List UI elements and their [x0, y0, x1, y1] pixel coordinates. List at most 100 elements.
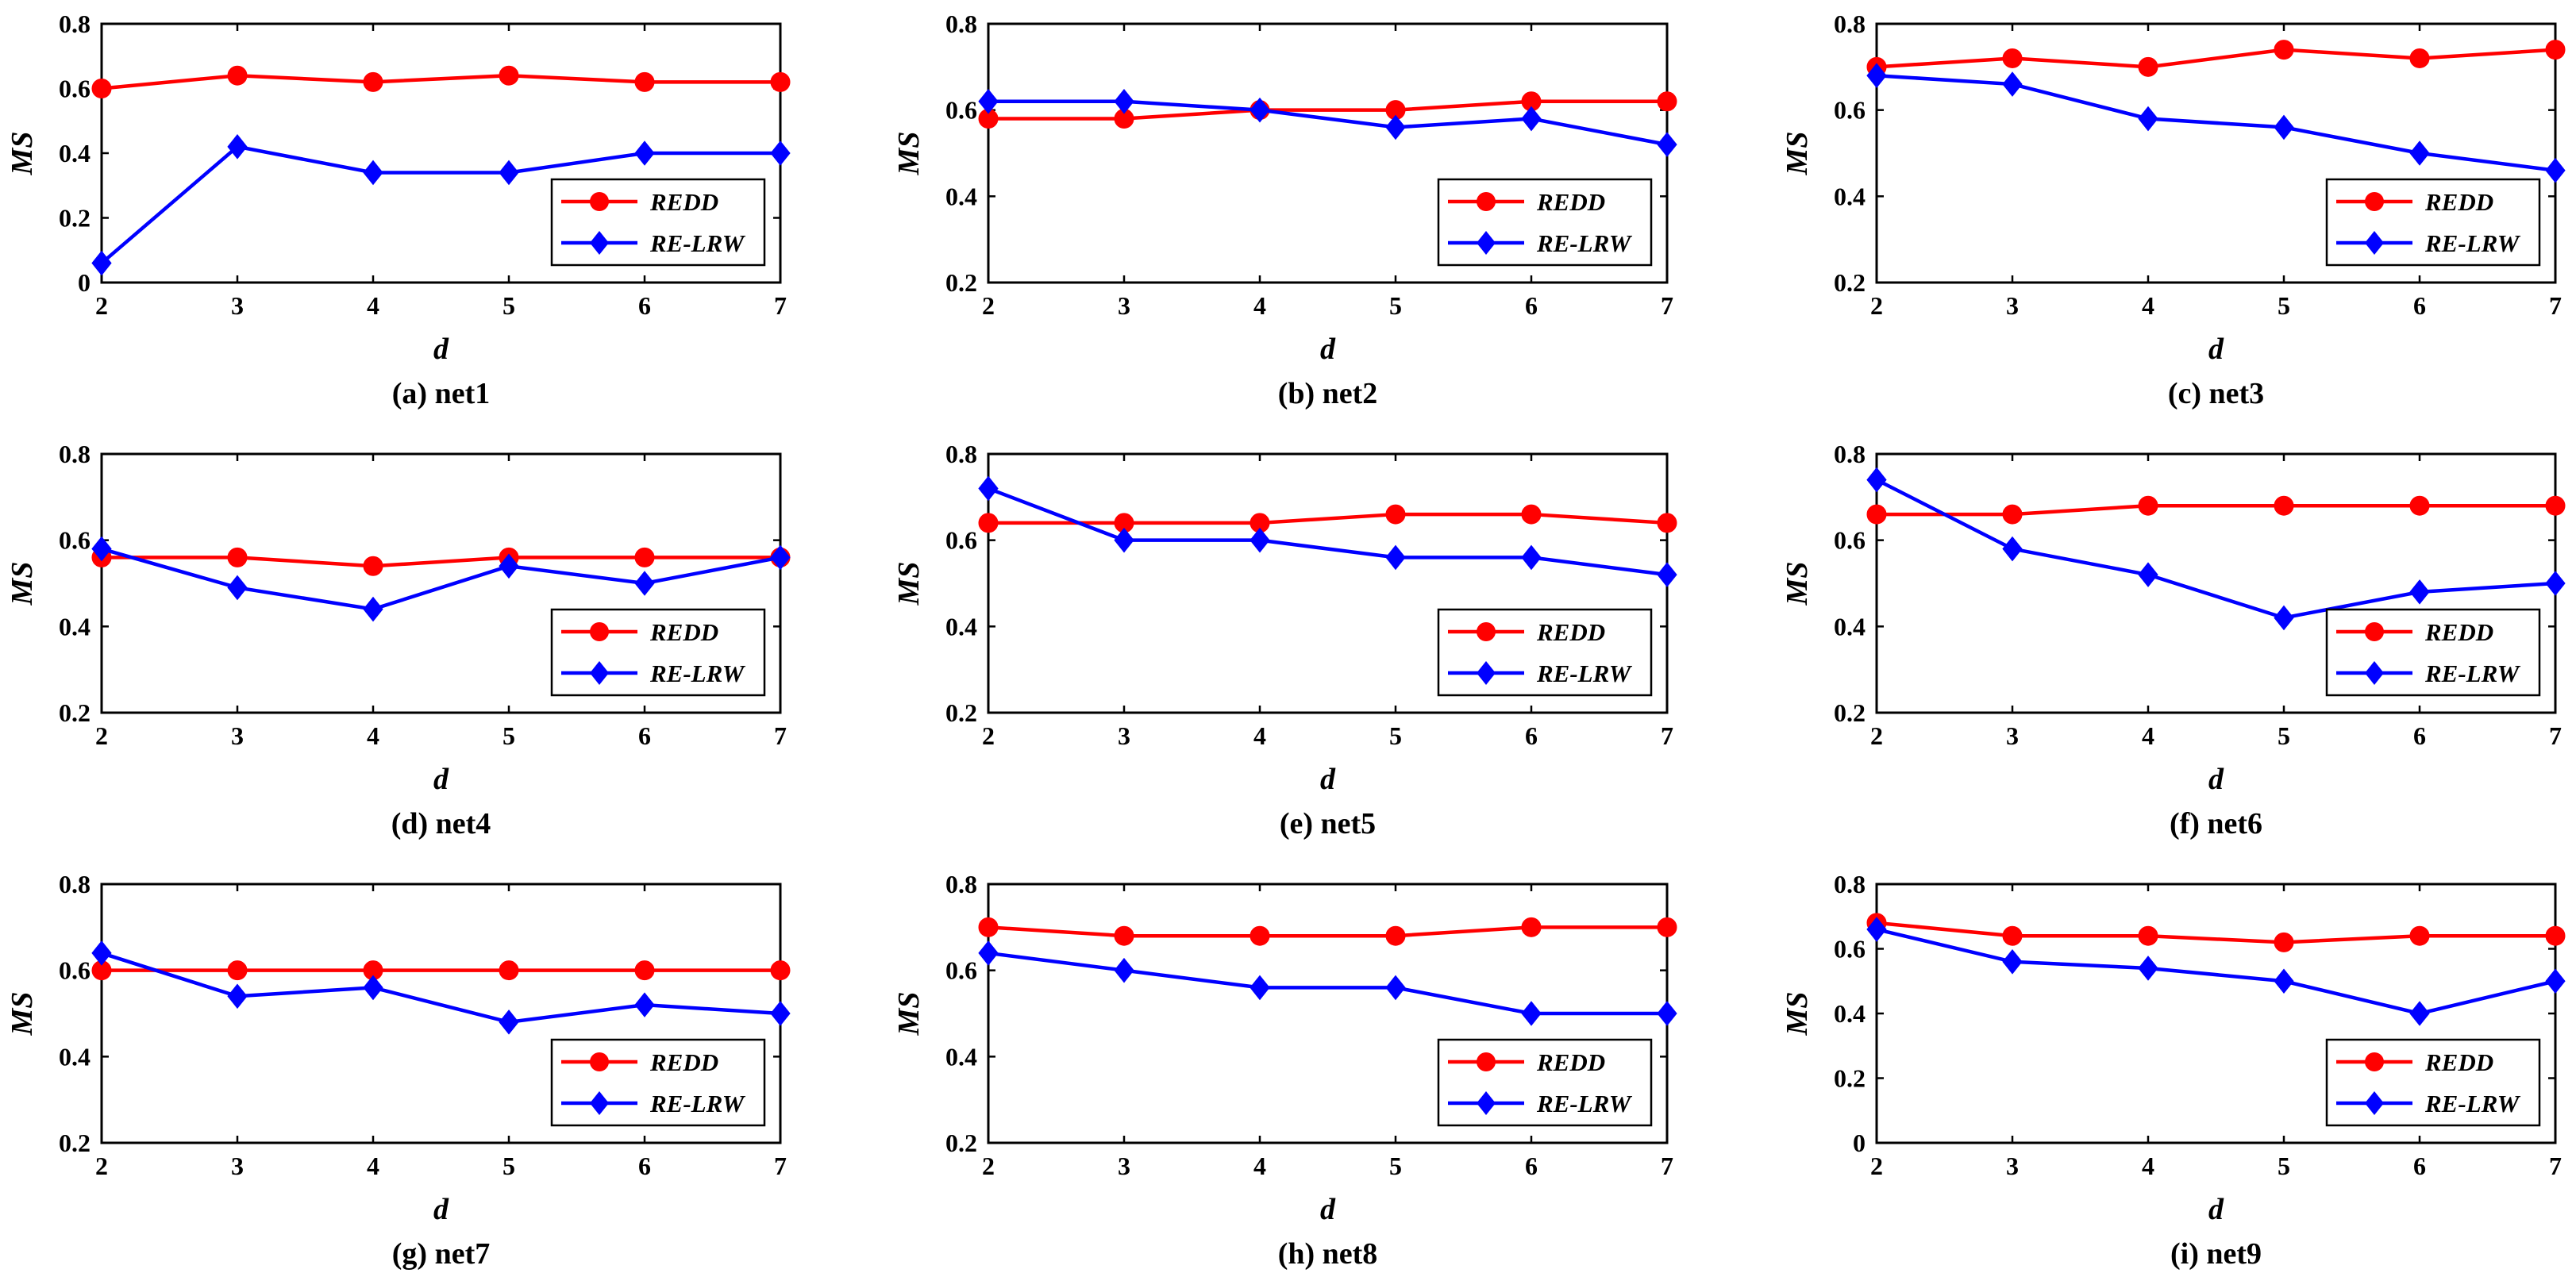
series-line	[1875, 478, 2556, 620]
y-tick-label: 0.6	[945, 96, 977, 125]
data-point	[2002, 48, 2023, 68]
legend: REDD RE-LRW	[2325, 608, 2541, 697]
x-tick-label: 4	[2142, 291, 2154, 320]
data-point	[227, 134, 248, 160]
y-tick-label: 0.4	[1834, 999, 1866, 1028]
series-re-lrw	[91, 940, 791, 1035]
data-point	[634, 547, 655, 567]
data-point	[91, 250, 112, 276]
data-point	[2138, 956, 2158, 981]
y-axis-label: MS	[6, 992, 39, 1036]
legend-marker	[1477, 1052, 1496, 1071]
x-tick-label: 5	[1389, 721, 1402, 750]
legend-marker	[1477, 622, 1496, 641]
legend: REDD RE-LRW	[2325, 178, 2541, 267]
legend-box	[550, 1038, 766, 1127]
legend-marker	[1477, 231, 1496, 255]
series-line	[101, 547, 781, 611]
x-tick-label: 7	[774, 1152, 787, 1180]
data-point	[91, 79, 112, 98]
legend-box	[1437, 608, 1653, 697]
series-redd	[1866, 913, 2566, 952]
legend: REDD RE-LRW	[550, 1038, 766, 1127]
x-tick-label: 3	[1118, 721, 1130, 750]
data-point	[634, 992, 655, 1017]
x-tick-label: 2	[982, 291, 995, 320]
series-re-lrw	[1866, 467, 2566, 631]
data-point	[1114, 957, 1134, 983]
subplot-7: 2 3 4 5 6 7 0.2 0.4 0.6 0.8 d MS (g) net7 REDD RE-LRW	[6, 870, 791, 1271]
x-tick-label: 6	[638, 721, 651, 750]
x-tick-label: 5	[502, 291, 515, 320]
x-tick-label: 6	[1525, 291, 1538, 320]
x-tick-label: 2	[95, 721, 108, 750]
legend-marker	[590, 1052, 609, 1071]
data-point	[2002, 71, 2023, 97]
data-point	[2409, 140, 2430, 166]
y-tick-label: 0.6	[59, 75, 90, 103]
subplot-caption: (g) net7	[392, 1237, 490, 1271]
data-point	[2274, 605, 2294, 631]
x-tick-label: 5	[1389, 291, 1402, 320]
series-re-lrw	[978, 475, 1677, 587]
y-tick-label: 0	[1853, 1129, 1866, 1157]
data-point	[2138, 925, 2158, 946]
data-point	[1385, 925, 1406, 946]
x-tick-label: 7	[774, 721, 787, 750]
legend-marker	[590, 661, 609, 685]
data-point	[1521, 106, 1542, 132]
subplot-5: 2 3 4 5 6 7 0.2 0.4 0.6 0.8 d MS (e) net5 REDD RE-LRW	[892, 440, 1677, 840]
data-point	[978, 513, 999, 533]
series-line	[100, 144, 780, 265]
x-tick-label: 4	[367, 721, 379, 750]
y-tick-label: 0.2	[945, 698, 977, 727]
x-tick-label: 4	[367, 1152, 379, 1180]
data-point	[1385, 544, 1406, 571]
subplot-8: 2 3 4 5 6 7 0.2 0.4 0.6 0.8 d MS (h) net8 REDD RE-LRW	[892, 870, 1677, 1271]
series-line	[988, 99, 1667, 121]
data-point	[2545, 925, 2566, 946]
data-point	[1657, 1001, 1677, 1026]
y-axis-label: MS	[1781, 132, 1814, 176]
legend-label: RE-LRW	[2424, 229, 2521, 257]
data-point	[634, 571, 655, 596]
x-axis-label: d	[2208, 333, 2224, 366]
x-tick-label: 6	[1525, 721, 1538, 750]
x-tick-label: 6	[2413, 1152, 2426, 1180]
y-tick-label: 0.4	[945, 612, 977, 640]
y-tick-label: 0.2	[1834, 698, 1866, 727]
x-tick-label: 5	[2278, 1152, 2290, 1180]
legend-label: REDD	[1536, 188, 1605, 216]
y-tick-label: 0.8	[1834, 10, 1866, 38]
legend-marker	[2365, 1052, 2384, 1071]
data-point	[2545, 157, 2566, 183]
y-tick-label: 0.8	[1834, 440, 1866, 468]
data-point	[227, 983, 248, 1010]
series-line	[988, 512, 1668, 525]
series-line	[988, 925, 1667, 938]
data-point	[2274, 495, 2294, 516]
data-point	[2409, 1001, 2430, 1026]
data-point	[2545, 968, 2566, 994]
legend-label: RE-LRW	[1536, 660, 1633, 687]
x-tick-label: 5	[502, 721, 515, 750]
y-tick-label: 0.6	[945, 526, 977, 555]
data-point	[978, 475, 999, 502]
data-point	[1385, 504, 1406, 525]
legend-marker	[2365, 192, 2384, 211]
legend-marker	[1477, 1091, 1496, 1115]
y-tick-label: 0.4	[945, 1042, 977, 1071]
series-line	[101, 73, 780, 90]
x-tick-label: 4	[2142, 721, 2154, 750]
x-tick-label: 7	[1661, 1152, 1673, 1180]
legend-label: RE-LRW	[2424, 1090, 2521, 1117]
data-point	[227, 960, 248, 981]
data-point	[978, 917, 999, 937]
legend-label: REDD	[649, 188, 718, 216]
x-axis-label: d	[2208, 763, 2224, 796]
legend-label: REDD	[2424, 618, 2493, 646]
data-point	[770, 960, 791, 981]
subplot-caption: (d) net4	[391, 807, 491, 840]
series-line	[988, 99, 1668, 147]
data-point	[2409, 579, 2430, 605]
